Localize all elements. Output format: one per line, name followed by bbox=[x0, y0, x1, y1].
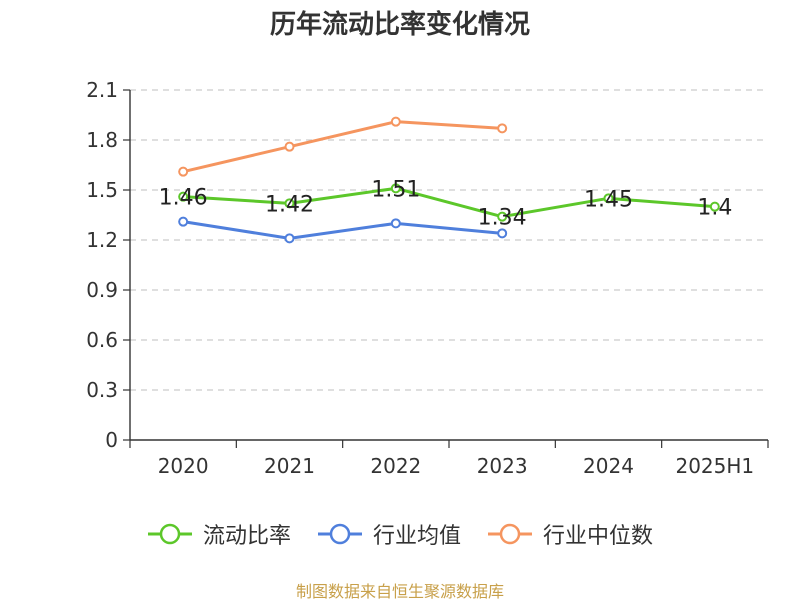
data-label: 1.46 bbox=[159, 186, 208, 211]
y-tick-label: 1.8 bbox=[86, 128, 118, 152]
data-point bbox=[603, 193, 614, 204]
y-tick-label: 1.2 bbox=[86, 228, 118, 252]
data-point bbox=[284, 233, 295, 244]
data-point bbox=[390, 116, 401, 127]
data-label: 1.34 bbox=[478, 206, 527, 231]
x-tick-label: 2020 bbox=[158, 454, 209, 478]
y-tick-label: 2.1 bbox=[86, 78, 118, 102]
y-tick-label: 1.5 bbox=[86, 178, 118, 202]
data-point bbox=[178, 216, 189, 227]
x-tick-label: 2025H1 bbox=[675, 454, 754, 478]
y-tick-label: 0.3 bbox=[86, 378, 118, 402]
legend-item[interactable]: 行业中位数 bbox=[487, 518, 653, 550]
legend-swatch-icon bbox=[317, 523, 362, 545]
legend-label: 行业中位数 bbox=[543, 524, 654, 549]
legend-swatch-icon bbox=[488, 523, 532, 545]
data-label: 1.45 bbox=[584, 187, 633, 212]
data-point bbox=[284, 198, 295, 209]
series-line bbox=[182, 220, 503, 240]
x-tick-label: 2023 bbox=[477, 454, 528, 478]
x-tick-label: 2022 bbox=[370, 454, 421, 478]
legend-swatch-icon bbox=[147, 523, 192, 545]
data-point bbox=[709, 201, 720, 212]
legend: 流动比率 行业均值 行业中位数 bbox=[0, 518, 800, 550]
data-label: 1.4 bbox=[697, 196, 732, 221]
axes: 0 0.3 0.6 0.9 1.2 1.5 1.8 2.1 2020 2021 2022 2023 20… bbox=[86, 78, 769, 478]
data-point bbox=[497, 123, 508, 134]
legend-label: 流动比率 bbox=[202, 524, 291, 549]
y-tick-label: 0.6 bbox=[86, 328, 118, 352]
data-point bbox=[497, 228, 508, 239]
data-point bbox=[497, 211, 508, 222]
data-point bbox=[390, 183, 401, 194]
grid-lines bbox=[130, 89, 768, 391]
data-point bbox=[390, 218, 401, 229]
source-note: 制图数据来自恒生聚源数据库 bbox=[295, 582, 504, 601]
data-label: 1.42 bbox=[265, 192, 314, 217]
data-labels: 1.46 1.42 1.51 1.34 1.45 1.4 bbox=[159, 177, 733, 230]
y-tick-label: 0 bbox=[105, 428, 118, 452]
data-point bbox=[284, 141, 295, 152]
legend-item[interactable]: 流动比率 bbox=[147, 518, 291, 550]
series-line bbox=[183, 186, 715, 219]
x-tick-label: 2024 bbox=[583, 454, 634, 478]
x-tick-label: 2021 bbox=[264, 454, 315, 478]
legend-item[interactable]: 行业均值 bbox=[317, 518, 461, 550]
series bbox=[178, 116, 720, 244]
data-point bbox=[178, 191, 189, 202]
data-point bbox=[178, 166, 189, 177]
legend-label: 行业均值 bbox=[372, 524, 461, 549]
series-line bbox=[182, 120, 503, 174]
y-tick-label: 0.9 bbox=[86, 278, 118, 302]
data-label: 1.51 bbox=[371, 177, 420, 202]
chart-title: 历年流动比率变化情况 bbox=[269, 10, 530, 40]
